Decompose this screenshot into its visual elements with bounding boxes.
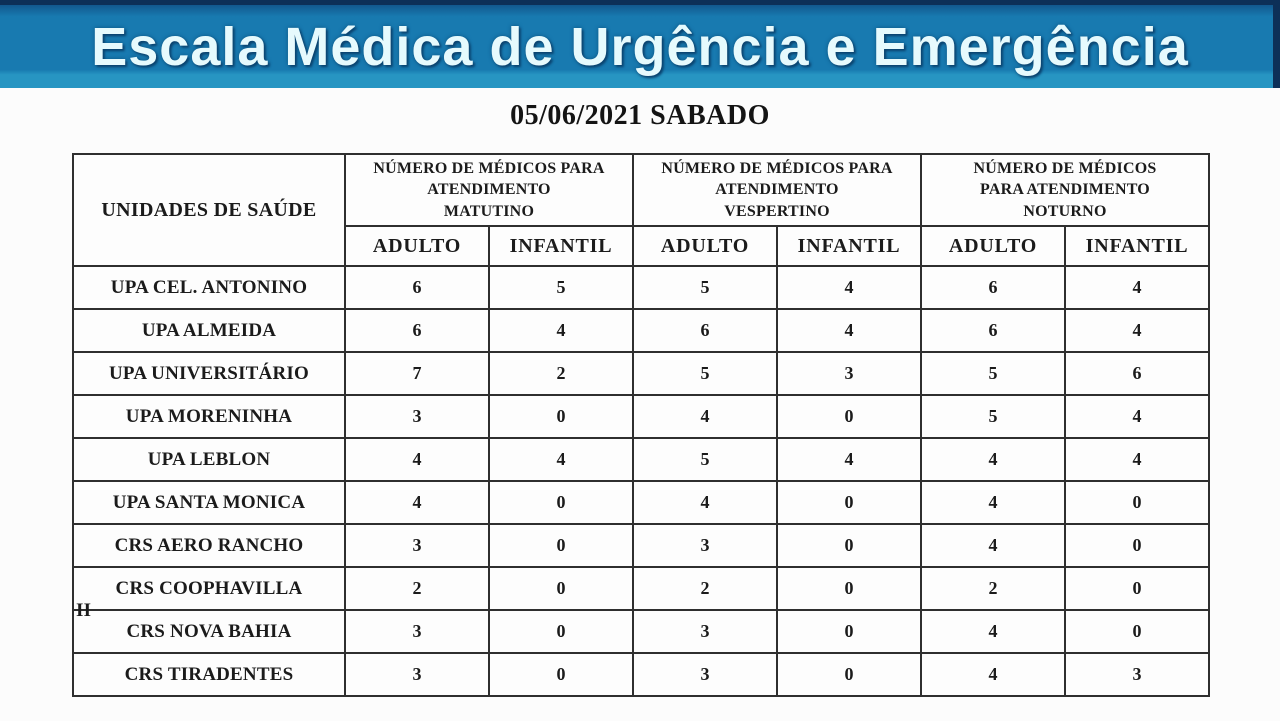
doctor-count-cell: 4 xyxy=(920,523,1066,568)
table-row: UPA ALMEIDA 6 4 6 4 6 4 xyxy=(72,308,1210,353)
doctor-count-cell: 3 xyxy=(344,523,490,568)
doctor-count-cell: 4 xyxy=(1064,265,1210,310)
doctor-count-cell: 4 xyxy=(920,609,1066,654)
doctor-count-cell: 6 xyxy=(920,308,1066,353)
doctor-count-cell: 4 xyxy=(632,394,778,439)
doctor-count-cell: 2 xyxy=(632,566,778,611)
doctor-count-cell: 0 xyxy=(488,652,634,697)
unit-name-cell: CRS AERO RANCHO xyxy=(72,523,346,568)
doctor-count-cell: 0 xyxy=(776,394,922,439)
table-row: UPA MORENINHA 3 0 4 0 5 4 xyxy=(72,394,1210,439)
doctor-count-cell: 0 xyxy=(776,523,922,568)
doctor-count-cell: 0 xyxy=(776,652,922,697)
doctor-count-cell: 4 xyxy=(344,480,490,525)
doctor-count-cell: 0 xyxy=(776,480,922,525)
unit-name-cell: UPA ALMEIDA xyxy=(72,308,346,353)
doctor-count-cell: 3 xyxy=(632,652,778,697)
doctor-count-cell: 0 xyxy=(1064,480,1210,525)
doctor-count-cell: 4 xyxy=(344,437,490,482)
doctor-count-cell: 5 xyxy=(920,351,1066,396)
doctor-count-cell: 0 xyxy=(488,523,634,568)
doctor-count-cell: 2 xyxy=(344,566,490,611)
table-header: UNIDADES DE SAÚDE NÚMERO DE MÉDICOS PARA… xyxy=(72,153,1210,267)
doctor-count-cell: 3 xyxy=(344,652,490,697)
table-row: UPA UNIVERSITÁRIO 7 2 5 3 5 6 xyxy=(72,351,1210,396)
doctor-count-cell: 2 xyxy=(920,566,1066,611)
unit-name-overflow: II xyxy=(76,600,92,621)
subheader-noturno-infantil: INFANTIL xyxy=(1064,225,1210,267)
doctor-count-cell: 0 xyxy=(1064,566,1210,611)
doctor-count-cell: 3 xyxy=(344,609,490,654)
doctor-count-cell: 5 xyxy=(488,265,634,310)
doctor-count-cell: 0 xyxy=(1064,523,1210,568)
doctor-count-cell: 4 xyxy=(920,652,1066,697)
doctor-count-cell: 4 xyxy=(920,437,1066,482)
doctor-count-cell: 3 xyxy=(1064,652,1210,697)
column-header-vespertino: NÚMERO DE MÉDICOS PARA ATENDIMENTO VESPE… xyxy=(632,153,922,227)
doctor-count-cell: 4 xyxy=(776,308,922,353)
subheader-vespertino-infantil: INFANTIL xyxy=(776,225,922,267)
doctor-count-cell: 5 xyxy=(632,437,778,482)
doctor-count-cell: 3 xyxy=(632,523,778,568)
subheader-noturno-adulto: ADULTO xyxy=(920,225,1066,267)
doctor-count-cell: 4 xyxy=(488,308,634,353)
doctor-count-cell: 2 xyxy=(488,351,634,396)
doctor-count-cell: 4 xyxy=(488,437,634,482)
doctor-count-cell: 7 xyxy=(344,351,490,396)
unit-name-cell: UPA LEBLON xyxy=(72,437,346,482)
unit-name-cell: CRS NOVA BAHIA xyxy=(72,609,346,654)
unit-name-cell: CRS COOPHAVILLA II xyxy=(72,566,346,621)
doctor-count-cell: 4 xyxy=(1064,308,1210,353)
doctor-count-cell: 6 xyxy=(344,308,490,353)
doctor-count-cell: 0 xyxy=(488,480,634,525)
table-row: CRS NOVA BAHIA 3 0 3 0 4 0 xyxy=(72,609,1210,654)
schedule-table: UNIDADES DE SAÚDE NÚMERO DE MÉDICOS PARA… xyxy=(72,153,1210,697)
doctor-count-cell: 4 xyxy=(632,480,778,525)
doctor-count-cell: 0 xyxy=(488,566,634,611)
table-row: UPA SANTA MONICA 4 0 4 0 4 0 xyxy=(72,480,1210,525)
subheader-matutino-infantil: INFANTIL xyxy=(488,225,634,267)
doctor-count-cell: 6 xyxy=(344,265,490,310)
doctor-count-cell: 6 xyxy=(632,308,778,353)
doctor-count-cell: 4 xyxy=(1064,437,1210,482)
doctor-count-cell: 4 xyxy=(1064,394,1210,439)
doctor-count-cell: 0 xyxy=(1064,609,1210,654)
doctor-count-cell: 5 xyxy=(632,265,778,310)
column-header-noturno: NÚMERO DE MÉDICOS PARA ATENDIMENTO NOTUR… xyxy=(920,153,1210,227)
subheader-matutino-adulto: ADULTO xyxy=(344,225,490,267)
doctor-count-cell: 5 xyxy=(920,394,1066,439)
doctor-count-cell: 4 xyxy=(776,437,922,482)
table-body: UPA CEL. ANTONINO 6 5 5 4 6 4 UPA ALMEIDA 6 4 6 4 6 4… xyxy=(72,265,1210,697)
table-row: CRS COOPHAVILLA II 2 0 2 0 2 0 xyxy=(72,566,1210,621)
column-header-unidades: UNIDADES DE SAÚDE xyxy=(72,153,346,267)
unit-name-cell: UPA SANTA MONICA xyxy=(72,480,346,525)
doctor-count-cell: 3 xyxy=(632,609,778,654)
unit-name-cell: CRS TIRADENTES xyxy=(72,652,346,697)
unit-name-cell: UPA CEL. ANTONINO xyxy=(72,265,346,310)
doctor-count-cell: 0 xyxy=(488,394,634,439)
doctor-count-cell: 3 xyxy=(776,351,922,396)
doctor-count-cell: 5 xyxy=(632,351,778,396)
doctor-count-cell: 0 xyxy=(776,609,922,654)
doctor-count-cell: 0 xyxy=(488,609,634,654)
doctor-count-cell: 6 xyxy=(920,265,1066,310)
banner: Escala Médica de Urgência e Emergência xyxy=(0,0,1280,88)
table-row: CRS TIRADENTES 3 0 3 0 4 3 xyxy=(72,652,1210,697)
date-heading: 05/06/2021 SABADO xyxy=(510,100,770,131)
subheader-vespertino-adulto: ADULTO xyxy=(632,225,778,267)
doctor-count-cell: 3 xyxy=(344,394,490,439)
doctor-count-cell: 0 xyxy=(776,566,922,611)
doctor-count-cell: 4 xyxy=(920,480,1066,525)
unit-name-cell: UPA UNIVERSITÁRIO xyxy=(72,351,346,396)
column-header-matutino: NÚMERO DE MÉDICOS PARA ATENDIMENTO MATUT… xyxy=(344,153,634,227)
doctor-count-cell: 4 xyxy=(776,265,922,310)
doctor-count-cell: 6 xyxy=(1064,351,1210,396)
table-row: CRS AERO RANCHO 3 0 3 0 4 0 xyxy=(72,523,1210,568)
table-row: UPA LEBLON 4 4 5 4 4 4 xyxy=(72,437,1210,482)
page-title: Escala Médica de Urgência e Emergência xyxy=(91,16,1189,77)
table-row: UPA CEL. ANTONINO 6 5 5 4 6 4 xyxy=(72,265,1210,310)
unit-name-cell: UPA MORENINHA xyxy=(72,394,346,439)
